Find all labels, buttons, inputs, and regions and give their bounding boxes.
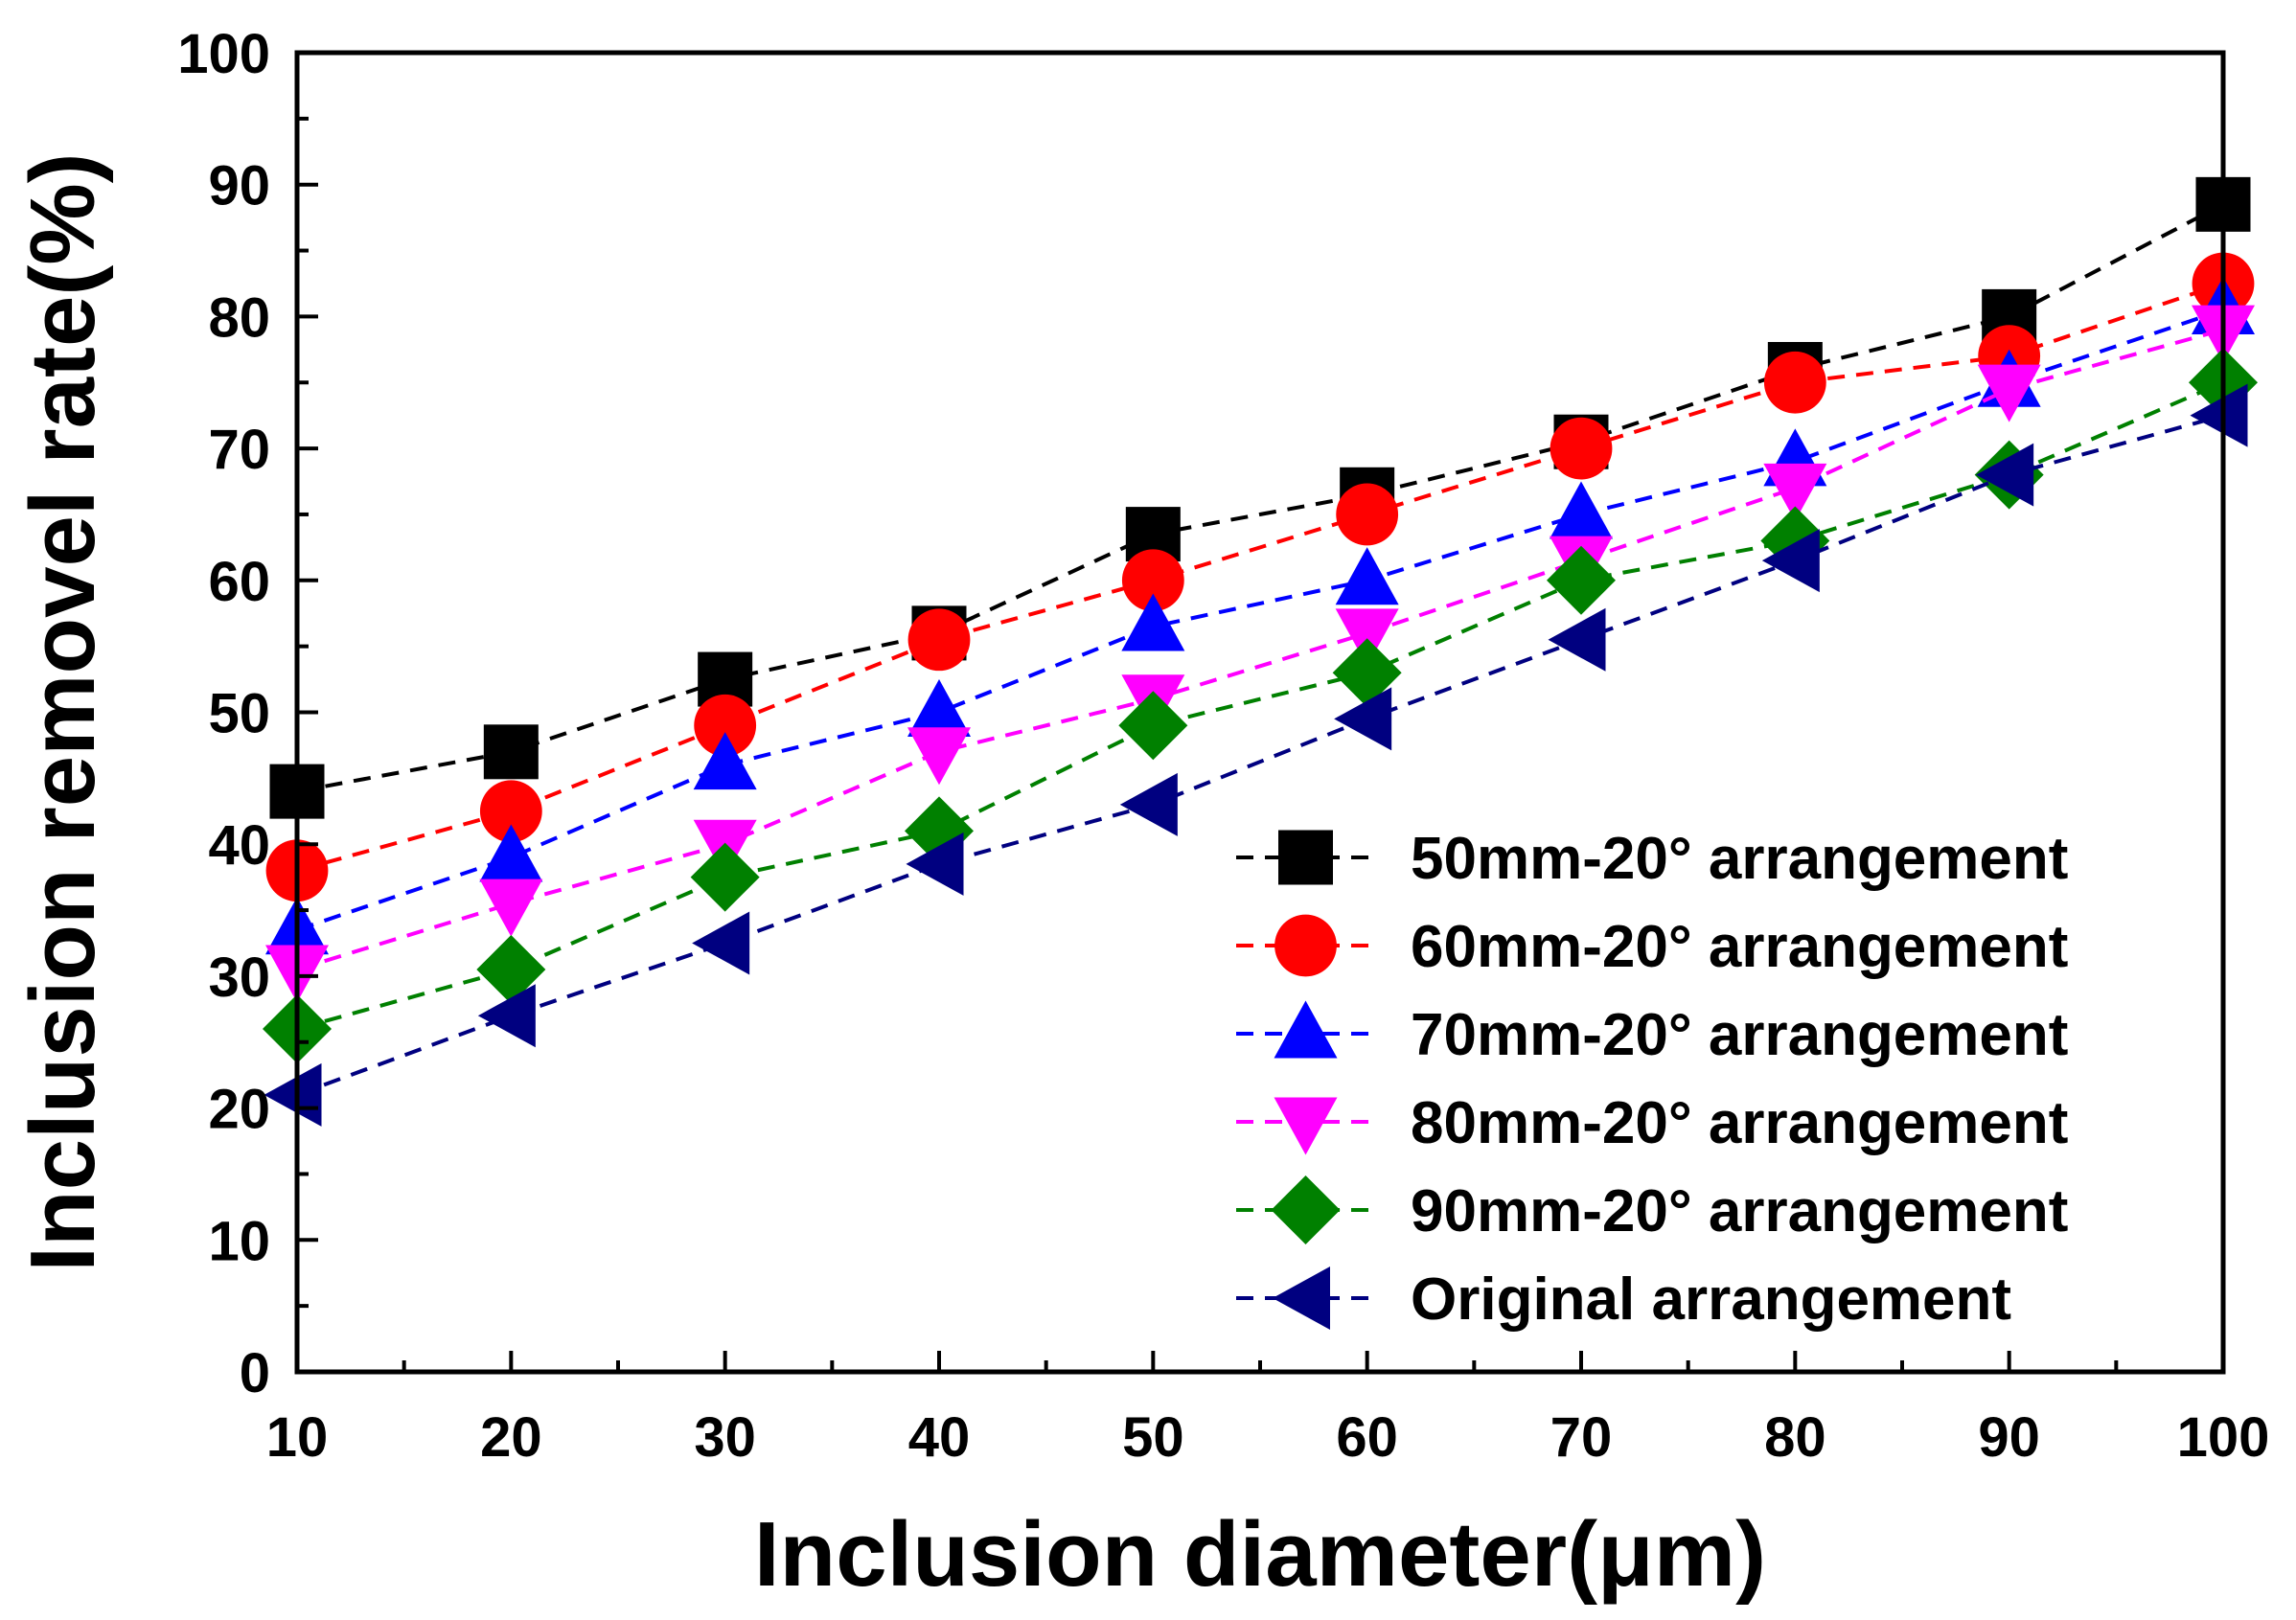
series-2 bbox=[265, 252, 2255, 902]
x-tick-label: 50 bbox=[1122, 1406, 1184, 1469]
series-line bbox=[296, 413, 2224, 1097]
y-tick-label: 90 bbox=[208, 155, 270, 217]
data-point bbox=[479, 878, 543, 937]
x-tick-label: 100 bbox=[2177, 1406, 2270, 1469]
legend-item: 60mm-20° arrangement bbox=[1236, 914, 2068, 980]
data-point bbox=[483, 724, 539, 780]
legend-marker bbox=[1274, 1000, 1338, 1059]
data-point bbox=[694, 694, 757, 757]
legend-item: 50mm-20° arrangement bbox=[1236, 826, 2068, 892]
axes-layer bbox=[294, 50, 2226, 1375]
data-point bbox=[1121, 549, 1184, 612]
data-point bbox=[1335, 547, 1399, 605]
y-tick-label: 100 bbox=[177, 23, 270, 85]
series-line bbox=[296, 380, 2224, 1031]
data-point bbox=[1763, 351, 1826, 414]
x-axis-title: Inclusion diameter(μm) bbox=[754, 1503, 1766, 1606]
x-tick-label: 70 bbox=[1550, 1406, 1613, 1469]
data-point bbox=[1334, 687, 1392, 751]
x-tick-label: 60 bbox=[1336, 1406, 1398, 1469]
series-layer bbox=[263, 176, 2258, 1127]
y-tick-label: 40 bbox=[208, 814, 270, 877]
data-point bbox=[1332, 638, 1402, 708]
data-point bbox=[1763, 463, 1827, 521]
data-point bbox=[693, 732, 757, 790]
legend-item: Original arrangement bbox=[1236, 1266, 2011, 1333]
legend-marker bbox=[1278, 830, 1333, 885]
y-tick-label: 10 bbox=[208, 1210, 270, 1272]
legend-label: 50mm-20° arrangement bbox=[1411, 826, 2068, 892]
x-tick-label: 10 bbox=[266, 1406, 329, 1469]
data-point bbox=[264, 1062, 322, 1127]
data-point bbox=[907, 679, 971, 737]
legend-label: 80mm-20° arrangement bbox=[1411, 1090, 2068, 1156]
legend-label: 60mm-20° arrangement bbox=[1411, 914, 2068, 980]
y-tick-label: 20 bbox=[208, 1079, 270, 1141]
legend-label: 70mm-20° arrangement bbox=[1411, 1002, 2068, 1068]
y-tick-label: 60 bbox=[208, 551, 270, 613]
x-tick-label: 40 bbox=[908, 1406, 971, 1469]
data-point bbox=[1121, 593, 1185, 651]
plot-frame bbox=[294, 50, 2226, 1375]
x-tick-label: 90 bbox=[1978, 1406, 2040, 1469]
series-4 bbox=[265, 305, 2255, 1003]
y-tick-label: 80 bbox=[208, 286, 270, 349]
data-point bbox=[1335, 608, 1399, 667]
legend-item: 70mm-20° arrangement bbox=[1236, 1000, 2068, 1068]
legend-label: 90mm-20° arrangement bbox=[1411, 1178, 2068, 1244]
legend: 50mm-20° arrangement 60mm-20° arrangement… bbox=[1236, 826, 2068, 1333]
legend-marker bbox=[1274, 1097, 1338, 1155]
series-line bbox=[296, 308, 2224, 932]
y-tick-label: 70 bbox=[208, 419, 270, 481]
data-point bbox=[479, 824, 543, 882]
legend-label: Original arrangement bbox=[1411, 1266, 2011, 1333]
data-point bbox=[1118, 691, 1188, 761]
data-point bbox=[2190, 383, 2248, 447]
data-point bbox=[907, 608, 971, 672]
x-tick-label: 80 bbox=[1764, 1406, 1826, 1469]
y-axis-title: Inclusion removel rate(%) bbox=[11, 152, 114, 1271]
series-line bbox=[296, 202, 2224, 794]
y-tick-label: 30 bbox=[208, 947, 270, 1009]
data-point bbox=[1548, 607, 1606, 672]
data-point bbox=[690, 842, 760, 912]
legend-item: 90mm-20° arrangement bbox=[1236, 1175, 2068, 1244]
data-point bbox=[476, 935, 546, 1005]
data-point bbox=[1550, 481, 1613, 539]
series-6 bbox=[264, 383, 2248, 1127]
data-point bbox=[1977, 364, 2041, 422]
data-point bbox=[1761, 529, 1820, 593]
data-point bbox=[1976, 443, 2034, 507]
x-tick-label: 30 bbox=[694, 1406, 756, 1469]
legend-marker bbox=[1271, 1175, 1341, 1244]
data-point bbox=[479, 780, 542, 843]
series-line bbox=[296, 282, 2224, 873]
data-point bbox=[1547, 545, 1616, 615]
data-point bbox=[1336, 483, 1399, 546]
legend-marker bbox=[1273, 1266, 1330, 1330]
y-tick-label: 0 bbox=[240, 1342, 270, 1404]
data-point bbox=[907, 727, 971, 786]
legend-marker bbox=[1274, 914, 1337, 977]
data-point bbox=[477, 984, 536, 1048]
series-line bbox=[296, 328, 2224, 971]
data-point bbox=[692, 911, 750, 975]
data-point bbox=[1550, 417, 1613, 480]
legend-item: 80mm-20° arrangement bbox=[1236, 1090, 2068, 1156]
x-tick-label: 20 bbox=[480, 1406, 542, 1469]
ticks-layer: 10 20 30 40 50 60 70 80 90 1000102030405060708090… bbox=[177, 23, 2269, 1469]
data-point bbox=[1119, 772, 1178, 836]
data-point bbox=[906, 832, 964, 896]
y-tick-label: 50 bbox=[208, 683, 270, 745]
